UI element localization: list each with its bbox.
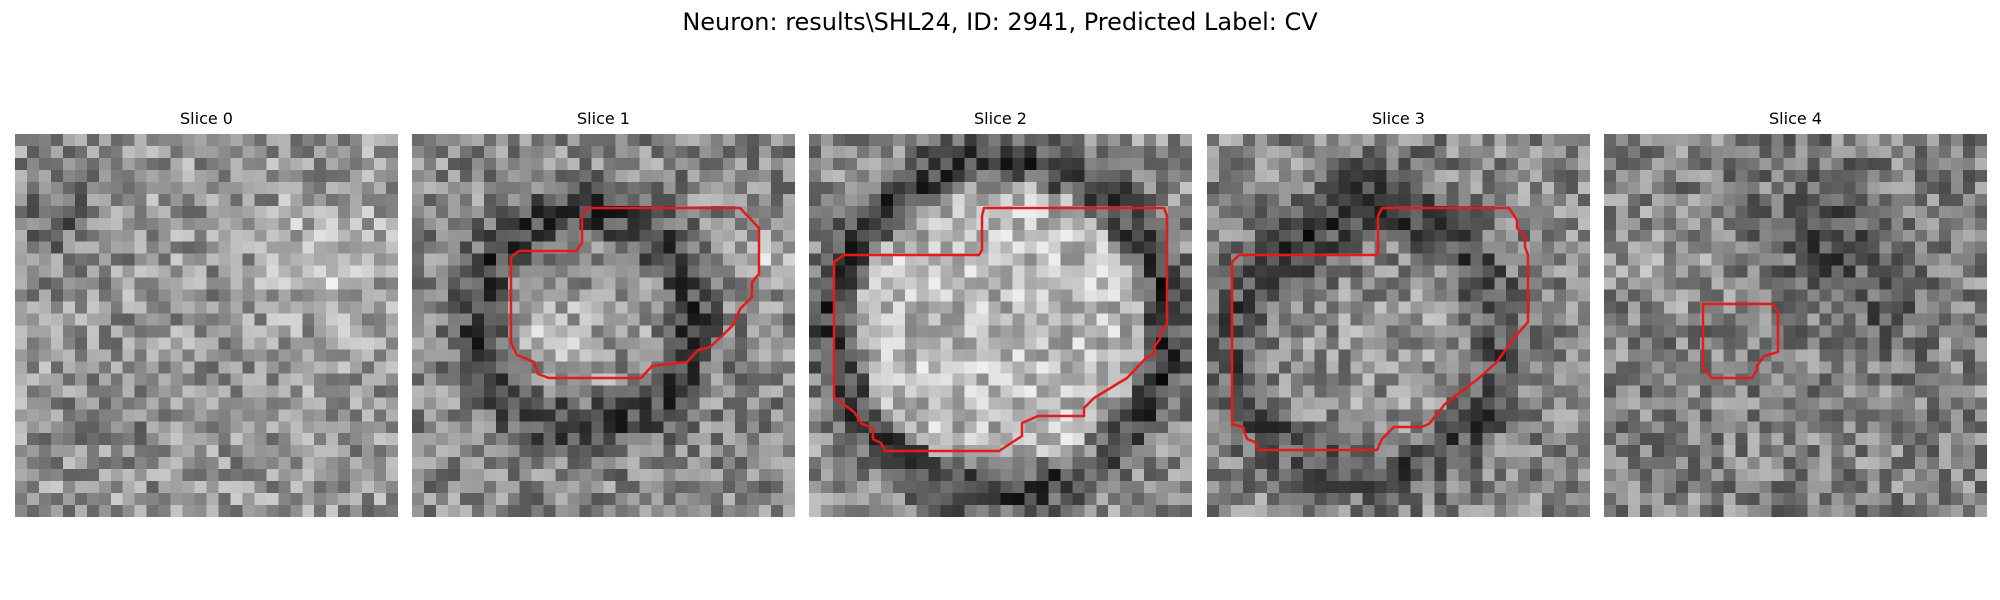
slice-image <box>15 134 398 517</box>
slice-image <box>809 134 1192 517</box>
slice-image-frame <box>1604 134 1987 517</box>
roi-contour <box>1701 302 1780 380</box>
slice-panel: Slice 3 <box>1207 108 1590 520</box>
slice-panel: Slice 2 <box>809 108 1192 520</box>
slice-panel: Slice 0 <box>15 108 398 520</box>
slice-image-frame <box>15 134 398 517</box>
roi-contour <box>832 206 1169 453</box>
roi-contour <box>1230 206 1530 452</box>
slice-title: Slice 4 <box>1769 109 1822 128</box>
contour-overlay <box>1230 206 1530 452</box>
figure-title: Neuron: results\SHL24, ID: 2941, Predict… <box>682 8 1318 36</box>
slice-title: Slice 1 <box>577 109 630 128</box>
slice-image-frame <box>412 134 795 517</box>
contour-overlay <box>509 206 761 380</box>
contour-overlay <box>1701 302 1780 380</box>
slice-title: Slice 0 <box>180 109 233 128</box>
slice-title: Slice 3 <box>1372 109 1425 128</box>
roi-contour <box>509 206 761 380</box>
slice-panel: Slice 1 <box>412 108 795 520</box>
slice-panel: Slice 4 <box>1604 108 1987 520</box>
slice-image-frame <box>809 134 1192 517</box>
slice-image-frame <box>1207 134 1590 517</box>
contour-overlay <box>15 134 398 517</box>
contour-overlay <box>832 206 1169 453</box>
slice-title: Slice 2 <box>974 109 1027 128</box>
slice-image <box>1604 134 1987 517</box>
